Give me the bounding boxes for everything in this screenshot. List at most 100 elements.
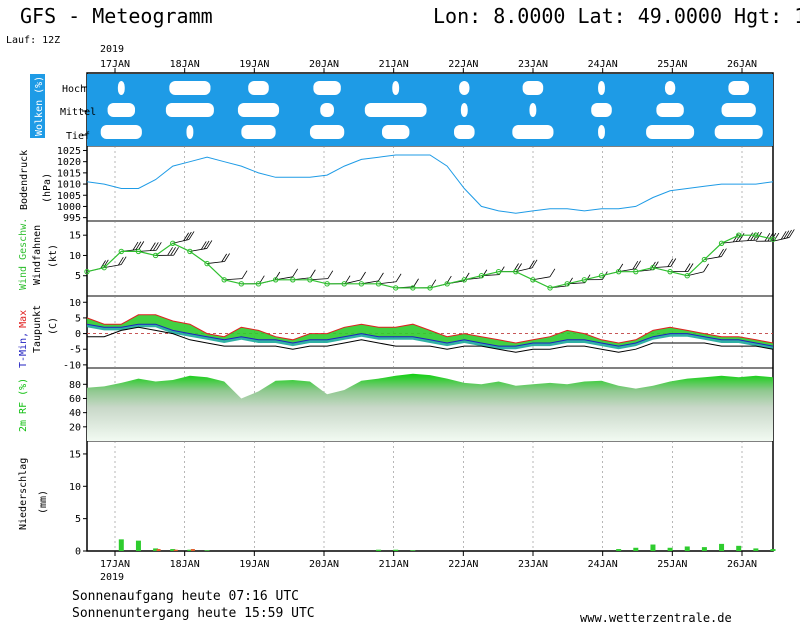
cloud-gap (646, 125, 695, 139)
precip-bar (616, 549, 622, 551)
wind-barb-feather (155, 242, 162, 251)
precip-bar (170, 549, 176, 551)
day-label-top: 24JAN (588, 59, 618, 70)
axis-tick-label: 995 (63, 213, 81, 224)
wind-speed-marker (513, 268, 519, 275)
precip-bar (204, 550, 210, 551)
cloud-gap (598, 125, 605, 139)
day-label-bottom: 25JAN (657, 559, 687, 570)
wind-speed-marker (255, 281, 262, 287)
wind-barb-feather (750, 232, 756, 241)
axis-tick-label: 15 (69, 231, 81, 242)
cloud-gap (309, 125, 345, 139)
axis-tick-label: 60 (69, 394, 81, 405)
cloud-gap (598, 81, 605, 95)
wind-barb-feather (327, 270, 334, 279)
wind-barb-feather (767, 232, 774, 242)
year-label-top: 2019 (100, 44, 124, 55)
wind-barb-feather (188, 231, 195, 240)
cloud-label-bg (30, 74, 45, 138)
wind-barb-feather (413, 278, 419, 287)
wind-speed-label: Wind Geschw. (18, 218, 29, 290)
axis-tick-label: 5 (75, 313, 81, 324)
day-label-top: 21JAN (379, 59, 409, 70)
wind-speed-marker (444, 281, 450, 287)
temp-labels: T-Min, Max Taupunkt (C) (18, 305, 59, 368)
cloud-gap (241, 125, 276, 139)
day-label-bottom: 21JAN (379, 559, 409, 570)
wind-speed-marker (187, 248, 193, 255)
wind-barb-feather (667, 258, 674, 267)
temp-band-low (87, 324, 773, 350)
wind-barb-feather (684, 263, 691, 272)
precip-bar (135, 540, 141, 551)
cloud-axis-labels: Wolken (%) Hoch Mittel Tief (30, 74, 96, 142)
axis-tick-label: 5 (75, 514, 81, 525)
wind-speed-marker (170, 240, 176, 246)
precip-bars (118, 539, 776, 551)
wind-barb-feather (138, 241, 145, 250)
wind-barb-feather (241, 270, 248, 279)
pressure-unit: (hPa) (42, 173, 53, 203)
wind-barb-staff (532, 276, 550, 281)
wind-barb-feather (718, 248, 724, 258)
wind-barb-feather (117, 256, 124, 266)
precip-bar (650, 544, 656, 551)
wind-barb-staff (224, 278, 243, 281)
wind-barb-staff (378, 281, 397, 285)
wind-barb-feather (102, 259, 109, 269)
axis-tick-label: -10 (63, 360, 81, 371)
cloud-gap (522, 81, 544, 95)
day-label-top: 23JAN (518, 59, 548, 70)
cloud-gap (381, 125, 410, 139)
wind-speed-marker (427, 285, 433, 291)
wind-barb-feather (100, 260, 106, 269)
wind-barb-feather (150, 242, 156, 251)
svg-text:T-Min,Max: T-Min, Max (18, 310, 29, 368)
wind-barb-feather (274, 271, 281, 281)
top-day-labels: 17JAN 18JAN 19JAN 20JAN 21JAN 22JAN 23JAN 24JAN… (100, 59, 757, 70)
wind-barb-feather (567, 277, 573, 287)
precip-bar (393, 549, 399, 551)
day-label-bottom: 20JAN (309, 559, 339, 570)
rh-label: 2m RF (%) (18, 378, 29, 432)
axis-tick-label: 1005 (57, 191, 81, 202)
axis-tick-label: 10 (69, 251, 81, 262)
wind-speed-marker (564, 281, 570, 287)
axis-tick-label: 0 (75, 547, 81, 558)
cloud-gap (656, 103, 684, 117)
wind-barb-feather (445, 275, 452, 285)
precip-bar-other (173, 549, 178, 551)
axis-tick-label: 1020 (57, 157, 81, 168)
wind-speed-marker (478, 273, 485, 279)
axis-tick-label: 1015 (57, 168, 81, 179)
day-label-bottom: 19JAN (239, 559, 269, 570)
wind-barb-staff (207, 261, 225, 264)
wind-barb-staff (687, 271, 704, 277)
precip-bar (118, 539, 124, 551)
wind-barb-staff (309, 278, 328, 281)
wind-speed-marker (667, 268, 673, 275)
wind-barb-feather (632, 260, 639, 270)
cloud-gap (165, 103, 214, 117)
axis-tick-label: 0 (75, 329, 81, 340)
wind-speed-marker (341, 281, 347, 287)
tmax-label: Max (18, 310, 29, 328)
cloud-gap (460, 103, 468, 117)
precip-bar (153, 548, 159, 551)
cloud-gap (512, 125, 554, 139)
wind-barb-feather (206, 240, 213, 249)
precip-bar (770, 549, 776, 551)
wind-speed-marker (410, 285, 416, 291)
wind-speed-line (86, 234, 774, 289)
cloud-level-tief: Tief (66, 131, 90, 142)
wind-speed-marker (598, 273, 605, 279)
wind-speed-marker (495, 268, 502, 275)
wind-barb-staff (344, 279, 361, 285)
axis-tick-label: 1010 (57, 180, 81, 191)
wind-barb-feather (309, 269, 316, 278)
panel-frame (86, 220, 774, 297)
tmin-line (86, 323, 774, 347)
